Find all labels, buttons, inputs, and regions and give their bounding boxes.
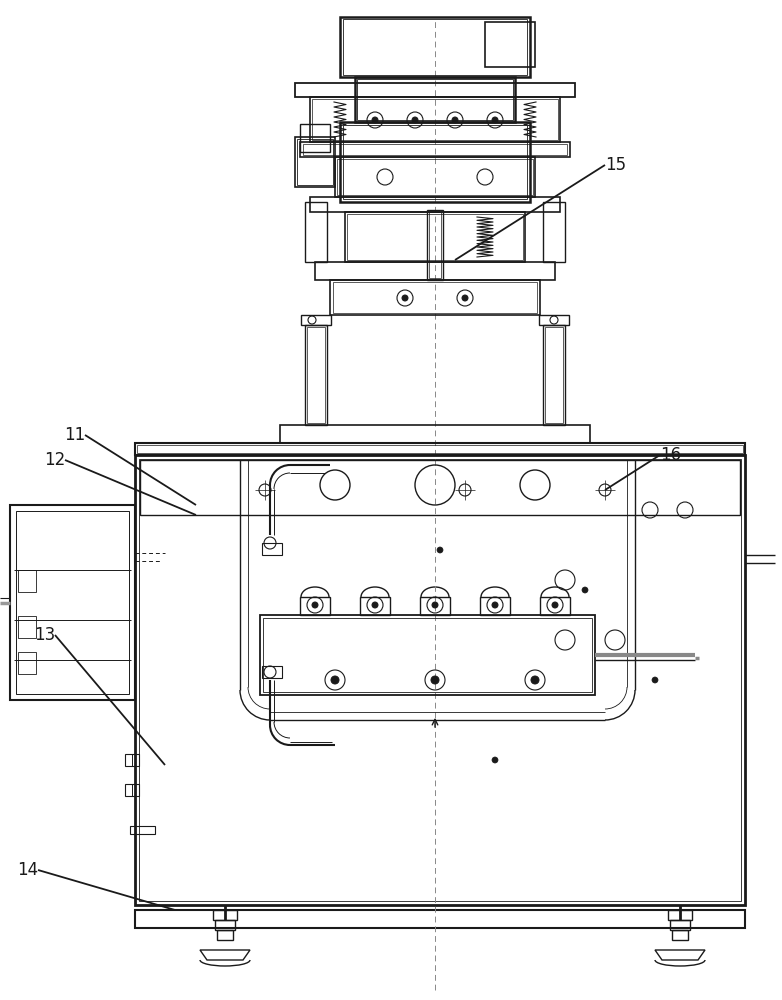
Bar (333, 282, 537, 313)
Bar (670, 920, 690, 930)
Text: 16: 16 (660, 446, 681, 464)
Bar (135, 910, 745, 928)
Bar (315, 262, 555, 280)
Bar (343, 19, 527, 75)
Bar (340, 122, 530, 202)
Bar (125, 754, 139, 766)
Bar (262, 543, 282, 555)
Bar (543, 325, 565, 425)
Circle shape (492, 602, 498, 608)
Text: 15: 15 (605, 156, 626, 174)
Bar (668, 910, 692, 920)
Circle shape (652, 677, 658, 683)
Bar (215, 920, 235, 930)
Bar (303, 144, 567, 155)
Bar (260, 615, 595, 695)
Bar (485, 22, 535, 67)
Circle shape (582, 587, 588, 593)
Bar (262, 666, 282, 678)
Bar (130, 826, 155, 834)
Bar (672, 930, 688, 940)
Bar (330, 280, 540, 315)
Circle shape (531, 676, 539, 684)
Circle shape (552, 602, 558, 608)
Bar (360, 597, 390, 615)
Bar (300, 597, 330, 615)
Bar (343, 125, 527, 199)
Bar (545, 327, 563, 423)
Bar (312, 99, 558, 140)
Bar (139, 459, 741, 901)
Bar (305, 202, 327, 262)
Bar (357, 79, 513, 120)
Bar (427, 210, 443, 280)
Bar (135, 443, 745, 455)
Bar (295, 137, 335, 187)
Bar (347, 214, 523, 260)
Bar (480, 597, 510, 615)
Bar (543, 202, 565, 262)
Bar (295, 83, 575, 97)
Bar (135, 455, 745, 905)
Circle shape (431, 676, 439, 684)
Bar (340, 17, 530, 77)
Circle shape (312, 602, 318, 608)
Circle shape (372, 117, 378, 123)
Circle shape (452, 117, 458, 123)
Bar (420, 597, 450, 615)
Circle shape (462, 295, 468, 301)
Bar (16, 511, 129, 694)
Bar (337, 159, 533, 195)
Bar (355, 77, 515, 122)
Bar (539, 315, 569, 325)
Bar (300, 124, 330, 152)
Bar (18, 652, 36, 674)
Circle shape (331, 676, 339, 684)
Circle shape (492, 117, 498, 123)
Bar (137, 445, 743, 453)
Bar (429, 212, 441, 278)
Circle shape (402, 295, 408, 301)
Bar (307, 327, 325, 423)
Bar (217, 930, 233, 940)
Circle shape (432, 602, 438, 608)
Text: 14: 14 (17, 861, 38, 879)
Circle shape (372, 602, 378, 608)
Text: 11: 11 (64, 426, 85, 444)
Bar (305, 325, 327, 425)
Bar (263, 618, 592, 692)
Bar (10, 505, 135, 700)
Bar (540, 597, 570, 615)
Circle shape (412, 117, 418, 123)
Bar (300, 142, 570, 157)
Bar (310, 197, 560, 212)
Text: 12: 12 (44, 451, 65, 469)
Bar (18, 570, 36, 592)
Circle shape (437, 547, 443, 553)
Bar (310, 97, 560, 142)
Bar (213, 910, 237, 920)
Text: 13: 13 (34, 626, 55, 644)
Bar (335, 157, 535, 197)
Circle shape (492, 757, 498, 763)
Bar (140, 460, 740, 515)
Bar (345, 212, 525, 262)
Bar (280, 425, 590, 443)
Bar (301, 315, 331, 325)
Bar (125, 784, 139, 796)
Bar (297, 139, 333, 185)
Bar (18, 616, 36, 638)
